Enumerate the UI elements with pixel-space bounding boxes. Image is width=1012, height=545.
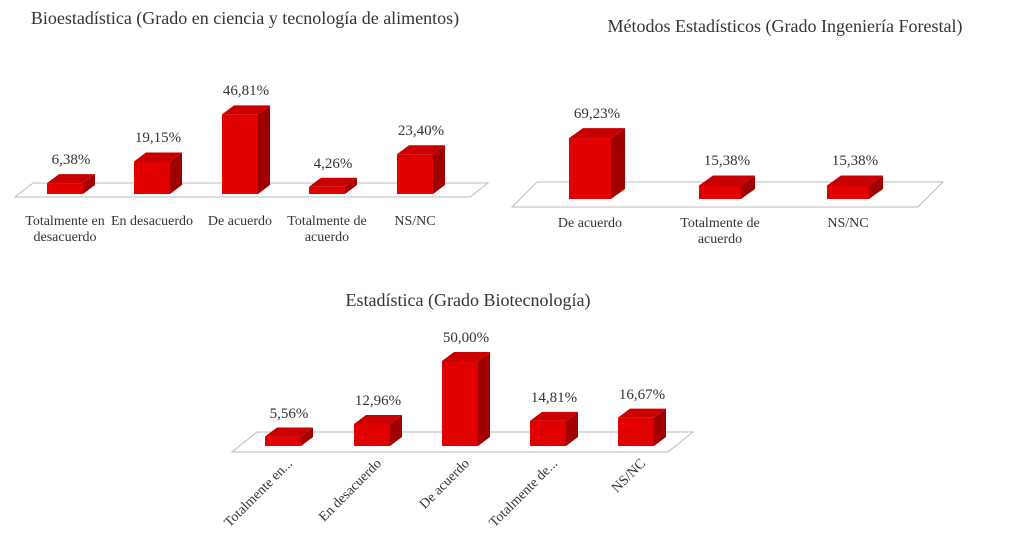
bar (442, 352, 490, 446)
bar-top (699, 175, 755, 186)
value-label: 15,38% (703, 153, 751, 170)
bar-top (827, 175, 883, 186)
bar-front (397, 154, 433, 194)
bar (222, 105, 270, 194)
value-label: 23,40% (397, 123, 445, 140)
value-label: 50,00% (442, 330, 490, 346)
bar (397, 145, 445, 194)
bar (827, 175, 883, 199)
bar-side (869, 175, 883, 199)
value-label: 16,67% (618, 386, 666, 403)
chart-title: Bioestadística (Grado en ciencia y tecno… (30, 8, 460, 28)
bar (265, 427, 313, 446)
bar-front (618, 417, 654, 446)
bar (354, 414, 402, 446)
bar-top (47, 174, 95, 184)
bar-front (265, 436, 301, 446)
bar (530, 411, 578, 446)
value-label: 12,96% (354, 392, 402, 409)
chart-title: Estadística (Grado Biotecnología) (345, 290, 591, 310)
bar-front (309, 186, 345, 194)
bar-front (530, 420, 566, 446)
bar-side (390, 414, 402, 446)
bar (618, 408, 666, 446)
bar-side (566, 411, 578, 446)
bar-side (258, 105, 270, 194)
value-label: 4,26% (313, 155, 353, 172)
bar-front (827, 185, 869, 199)
bar-side (478, 352, 490, 446)
x-tick-label: Totalmente de acuerdo (680, 216, 760, 248)
bar-top (618, 408, 666, 418)
bar-front (134, 161, 170, 194)
bar-top (530, 411, 578, 421)
bar-front (699, 185, 741, 199)
x-tick-label: Totalmente de acuerdo (287, 214, 367, 246)
bar-front (569, 138, 611, 199)
bar-front (354, 423, 390, 446)
bar-top (569, 128, 625, 139)
bar-top (265, 427, 313, 437)
bar-side (301, 427, 313, 446)
bar-top (134, 152, 182, 162)
bar-side (433, 145, 445, 194)
bar-top (442, 352, 490, 361)
value-label: 19,15% (134, 130, 182, 147)
x-tick-label: De acuerdo (557, 216, 623, 231)
x-tick-label: En desacuerdo (110, 214, 194, 229)
x-tick-label: De acuerdo (207, 214, 273, 229)
value-label: 5,56% (269, 405, 309, 422)
bar-top (309, 177, 357, 187)
value-label: 14,81% (530, 389, 578, 406)
x-tick-label: NS/NC (827, 216, 869, 231)
bar-side (83, 174, 95, 194)
value-label: 6,38% (51, 152, 91, 169)
bar (569, 128, 625, 199)
bar (134, 152, 182, 194)
bar-front (442, 361, 478, 446)
bar-front (47, 183, 83, 194)
bar (699, 175, 755, 199)
bar (47, 174, 95, 194)
x-tick-label: NS/NC (394, 214, 436, 229)
bar-side (654, 408, 666, 446)
bar-top (354, 414, 402, 424)
bar-side (741, 175, 755, 199)
bar-front (222, 114, 258, 194)
bar-side (611, 128, 625, 199)
value-label: 15,38% (831, 153, 879, 170)
bar-side (170, 152, 182, 194)
bar (309, 177, 357, 194)
chart-title: Métodos Estadísticos (Grado Ingeniería F… (607, 16, 963, 36)
value-label: 46,81% (222, 83, 270, 100)
value-label: 69,23% (573, 106, 621, 123)
bar-side (345, 177, 357, 194)
bar-top (397, 145, 445, 155)
bar-top (222, 105, 270, 115)
x-tick-label: Totalmente en desacuerdo (25, 214, 105, 246)
